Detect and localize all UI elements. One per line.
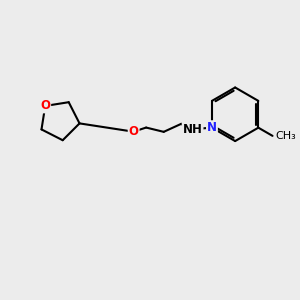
Text: O: O (129, 125, 139, 138)
Text: NH: NH (183, 123, 202, 136)
Text: CH₃: CH₃ (275, 131, 296, 141)
Text: O: O (40, 99, 50, 112)
Text: N: N (207, 121, 217, 134)
